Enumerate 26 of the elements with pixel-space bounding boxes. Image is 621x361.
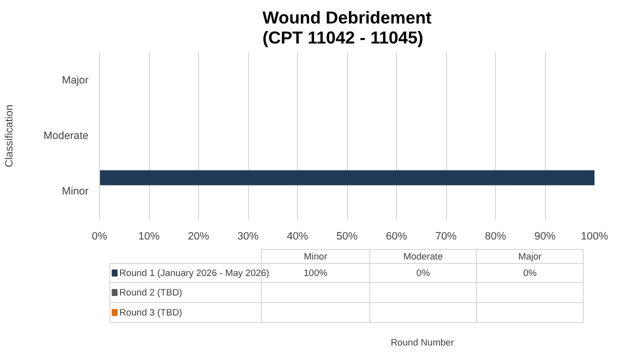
y-axis-title: Classification (3, 104, 16, 168)
x-tick-label: 80% (484, 230, 507, 242)
y-tick-label: Minor (62, 186, 89, 198)
x-tick-label: 60% (386, 230, 408, 242)
text: 100% (304, 268, 328, 278)
x-tick-label: 70% (435, 230, 458, 242)
category-label: Moderate (403, 252, 443, 262)
x-tick-label: 90% (534, 230, 556, 242)
x-tick-label: 10% (138, 230, 160, 242)
text: 0% (523, 268, 537, 278)
x-tick-label: 100% (580, 230, 609, 242)
y-tick-label: Major (62, 74, 89, 86)
category-label: Minor (304, 252, 328, 262)
x-tick-label: 50% (336, 230, 358, 242)
x-tick-label: 40% (286, 230, 309, 242)
legend-label: Round 3 (TBD) (119, 308, 182, 318)
x-tick-label: 30% (237, 230, 260, 242)
legend-label: Round 1 (January 2026 - May 2026) (119, 268, 270, 278)
text: 0% (416, 268, 430, 278)
text: Round Number (390, 338, 454, 348)
y-tick-label: Moderate (43, 130, 89, 142)
chart-title: Wound Debridement (CPT 11042 - 11045) (262, 8, 432, 48)
x-tick-label: 20% (188, 230, 210, 242)
x-tick-label: 0% (92, 230, 108, 242)
legend-label: Round 2 (TBD) (119, 288, 182, 298)
category-label: Major (518, 252, 542, 262)
